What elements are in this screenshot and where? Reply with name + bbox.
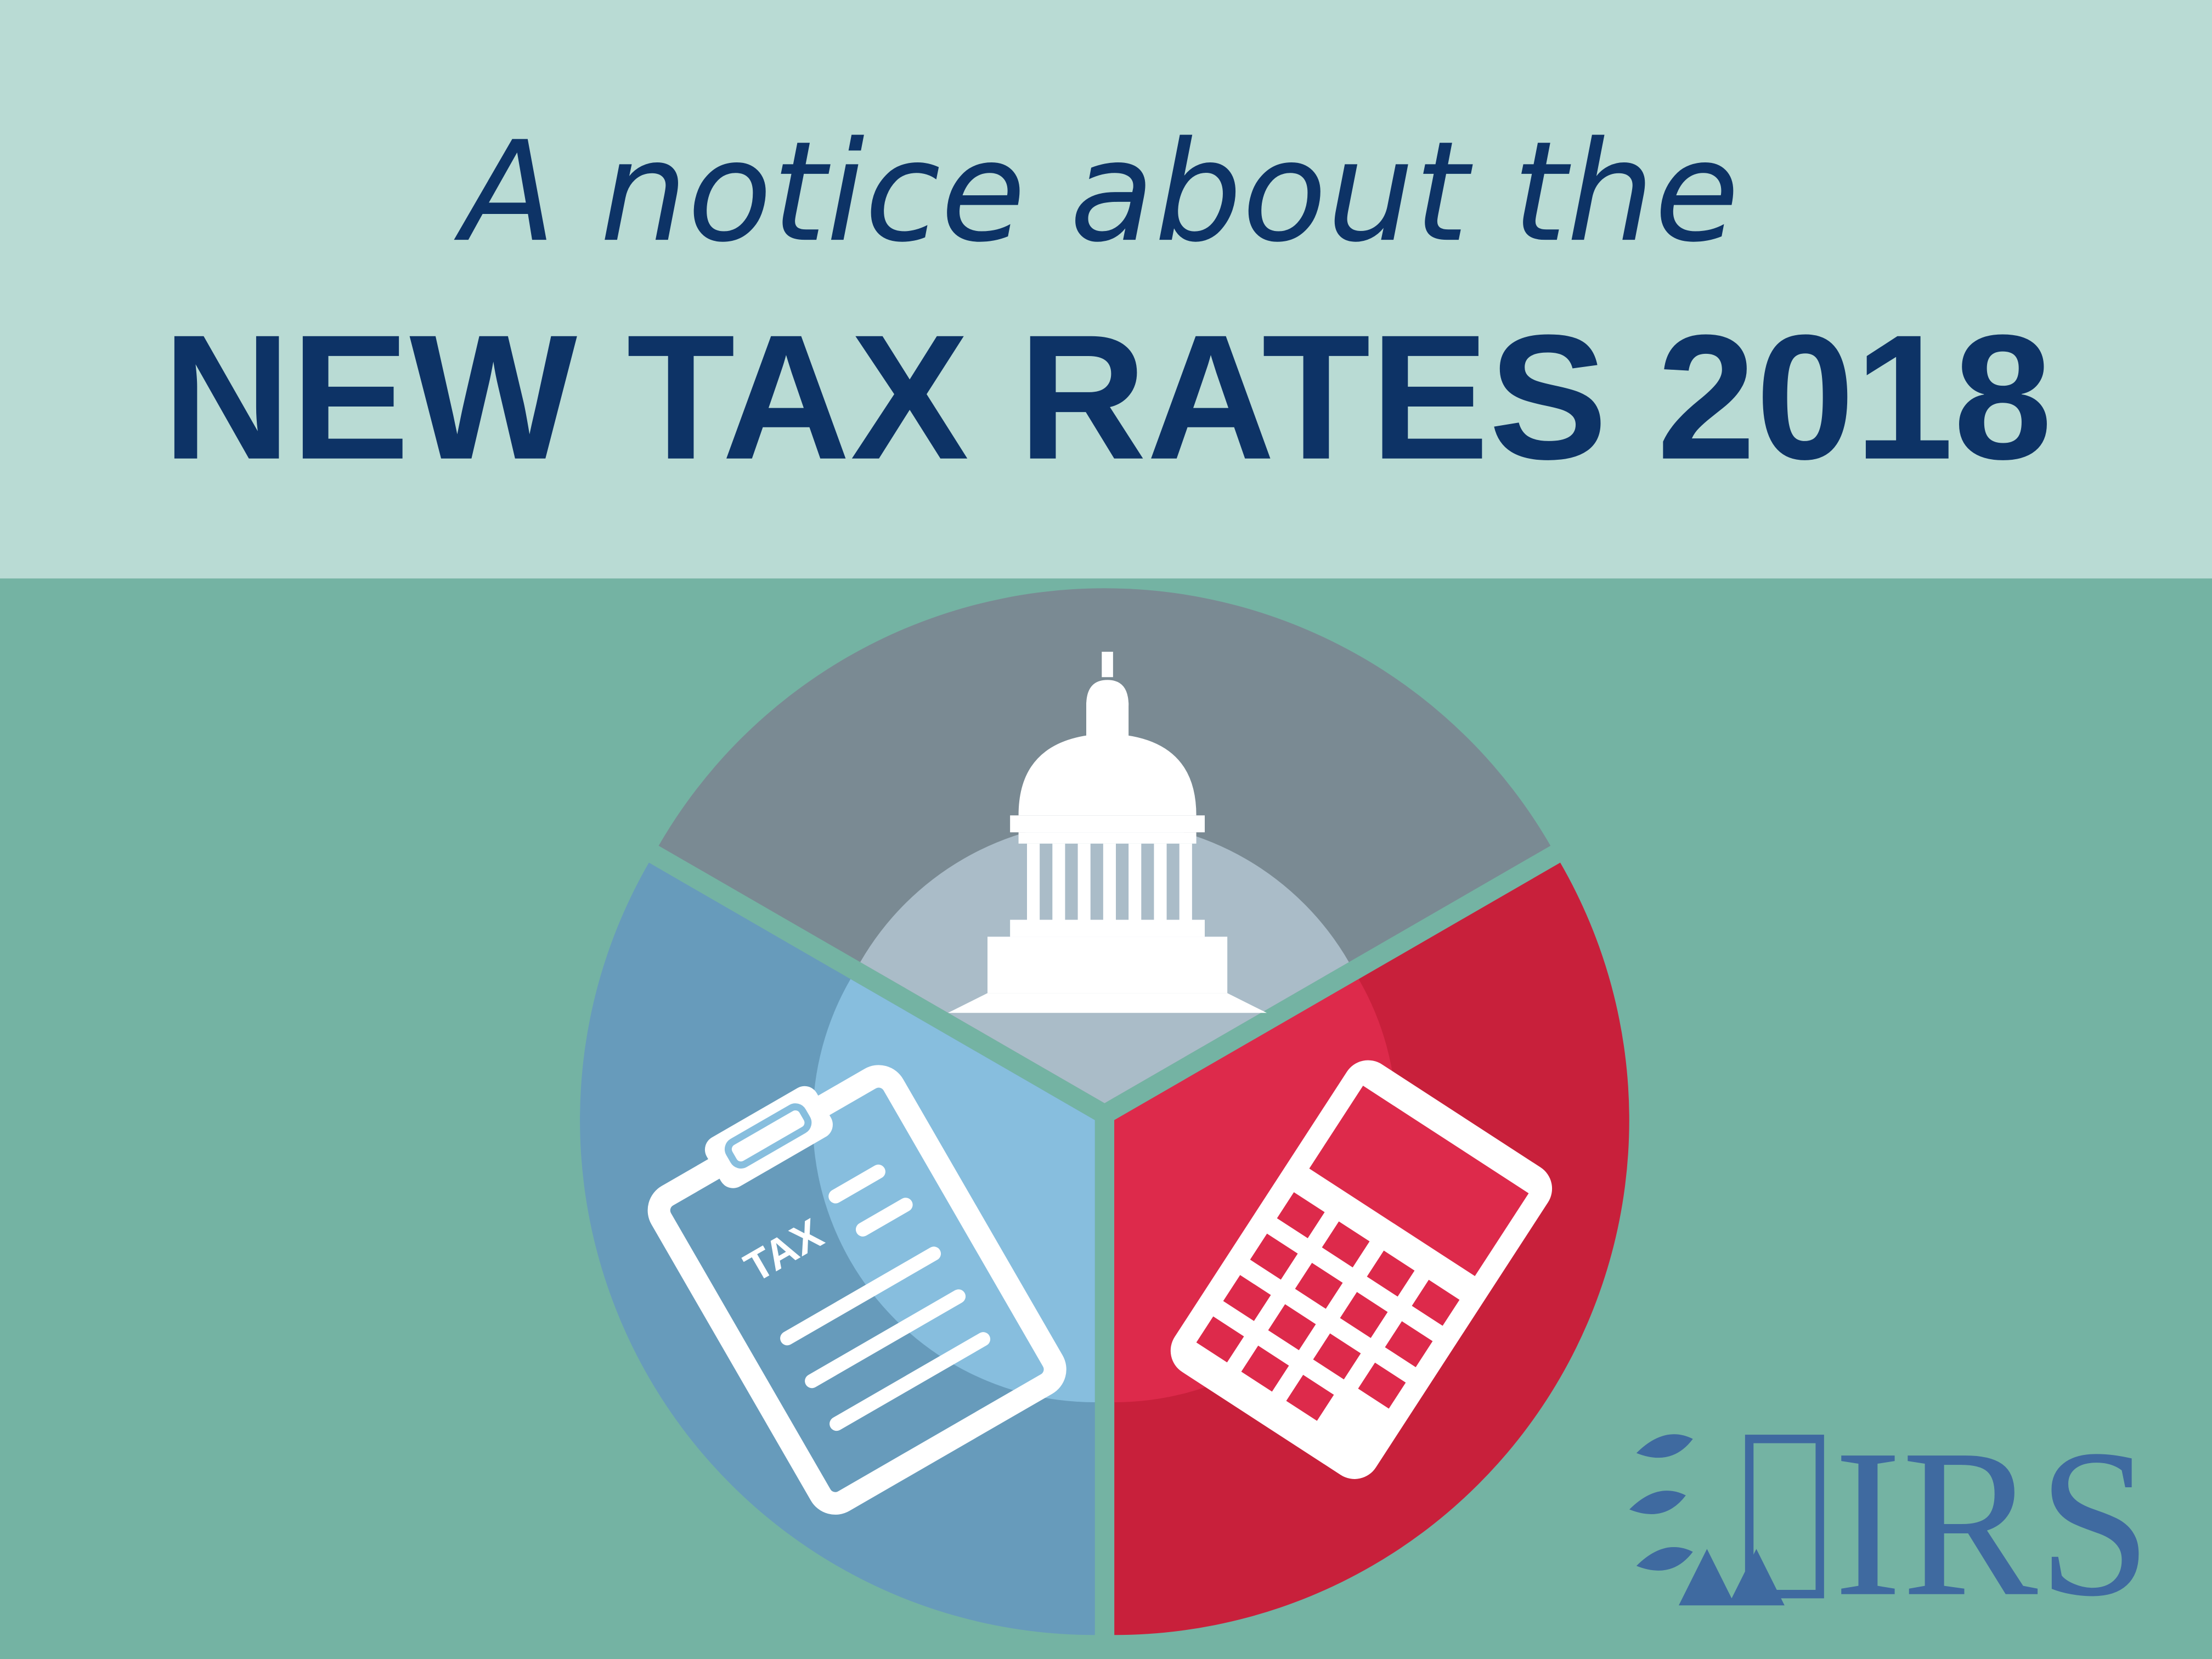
calculator-icon xyxy=(1170,1060,1553,1479)
header-band xyxy=(0,0,2212,579)
headline-line2: NEW TAX RATES 2018 xyxy=(162,298,2052,496)
clipboard-icon: TAX xyxy=(647,1065,1066,1515)
headline-line1: A notice about the xyxy=(454,112,1740,273)
irs-logo: IRS xyxy=(1629,1406,2151,1640)
capitol-icon xyxy=(948,652,1267,1013)
logo-text: IRS xyxy=(1834,1406,2152,1640)
